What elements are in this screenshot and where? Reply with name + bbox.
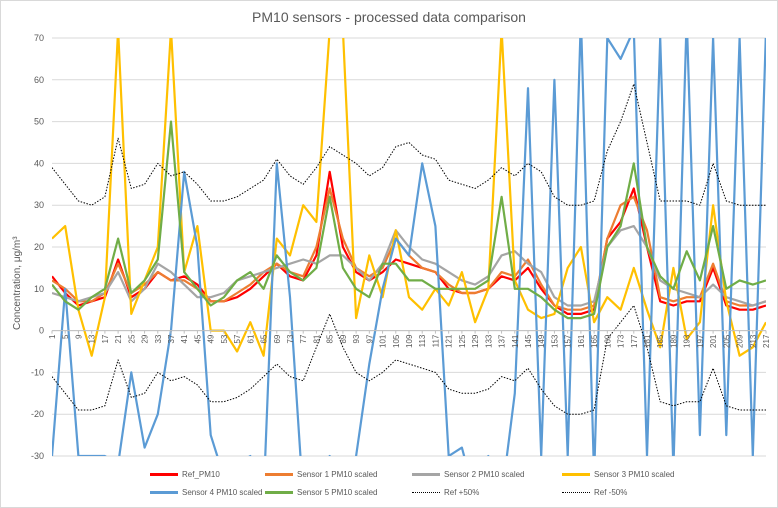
x-tick-label: 45 (193, 334, 202, 343)
x-tick-label: 97 (365, 334, 374, 343)
legend-swatch (150, 491, 178, 494)
y-tick-label: 50 (34, 117, 44, 127)
x-tick-label: 81 (312, 334, 321, 343)
y-tick-label: -30 (31, 451, 44, 461)
legend-swatch (562, 473, 590, 476)
y-tick-label: -10 (31, 367, 44, 377)
legend-label: Ref +50% (444, 488, 480, 497)
y-tick-label: -20 (31, 409, 44, 419)
legend-swatch (412, 473, 440, 476)
x-tick-label: 65 (260, 334, 269, 343)
x-tick-label: 1 (48, 334, 57, 339)
y-tick-label: 30 (34, 200, 44, 210)
x-tick-label: 145 (524, 334, 533, 348)
legend-item: Sensor 2 PM10 scaled (412, 470, 525, 479)
x-tick-label: 93 (352, 334, 361, 343)
x-tick-label: 9 (74, 334, 83, 339)
x-tick-label: 61 (246, 334, 255, 343)
legend-label: Ref -50% (594, 488, 628, 497)
x-tick-label: 173 (617, 334, 626, 348)
legend-swatch (412, 492, 440, 493)
series-line-7 (52, 83, 766, 206)
series-group (52, 38, 766, 456)
y-tick-label: 60 (34, 75, 44, 85)
series-line-6 (52, 120, 766, 320)
x-tick-label: 121 (445, 334, 454, 348)
x-tick-label: 165 (590, 334, 599, 348)
x-tick-label: 33 (154, 334, 163, 343)
y-tick-label: 10 (34, 284, 44, 294)
x-tick-label: 89 (339, 334, 348, 343)
y-tick-label: 0 (39, 326, 44, 336)
chart-title: PM10 sensors - processed data comparison (252, 9, 526, 25)
x-tick-label: 205 (722, 334, 731, 348)
x-tick-label: 149 (537, 334, 546, 348)
legend-item: Sensor 1 PM10 scaled (265, 470, 378, 479)
x-tick-label: 153 (550, 334, 559, 348)
x-tick-label: 69 (273, 334, 282, 343)
series-line-4 (52, 38, 766, 357)
x-tick-label: 101 (379, 334, 388, 348)
legend-swatch (265, 473, 293, 476)
legend-swatch (265, 491, 293, 494)
legend-label: Sensor 1 PM10 scaled (297, 470, 378, 479)
y-tick-label: 40 (34, 158, 44, 168)
legend: Ref_PM10 Sensor 1 PM10 scaled Sensor 2 PM1… (150, 466, 750, 502)
x-tick-label: 117 (431, 334, 440, 347)
x-tick-label: 53 (220, 334, 229, 343)
x-tick-label: 13 (88, 334, 97, 343)
x-tick-label: 213 (749, 334, 758, 348)
legend-label: Sensor 5 PM10 scaled (297, 488, 378, 497)
x-tick-label: 49 (207, 334, 216, 343)
x-tick-label: 181 (643, 334, 652, 348)
legend-item: Ref +50% (412, 488, 479, 497)
x-tick-label: 85 (326, 334, 335, 343)
x-tick-label: 77 (299, 334, 308, 343)
x-tick-label: 189 (669, 334, 678, 348)
x-tick-label: 17 (101, 334, 110, 343)
legend-label: Sensor 4 PM10 scaled (182, 488, 263, 497)
x-tick-label: 169 (603, 334, 612, 348)
x-tick-label: 185 (656, 334, 665, 348)
x-tick-label: 73 (286, 334, 295, 343)
x-tick-label: 37 (167, 334, 176, 343)
series-line-8 (52, 305, 766, 415)
x-tick-label: 193 (683, 334, 692, 348)
x-tick-label: 113 (418, 334, 427, 347)
x-tick-label: 201 (709, 334, 718, 348)
x-tick-label: 161 (577, 334, 586, 348)
x-tick-label: 109 (405, 334, 414, 348)
legend-item: Ref_PM10 (150, 470, 220, 479)
legend-item: Sensor 5 PM10 scaled (265, 488, 378, 497)
legend-label: Sensor 2 PM10 scaled (444, 470, 525, 479)
x-tick-label: 25 (127, 334, 136, 343)
y-tick-label: 20 (34, 242, 44, 252)
y-tick-label: 70 (34, 33, 44, 43)
x-tick-label: 57 (233, 334, 242, 343)
legend-label: Sensor 3 PM10 scaled (594, 470, 675, 479)
legend-item: Sensor 3 PM10 scaled (562, 470, 675, 479)
x-tick-label: 209 (736, 334, 745, 348)
x-tick-label: 125 (458, 334, 467, 348)
legend-swatch (150, 473, 178, 476)
legend-swatch (562, 492, 590, 493)
x-tick-label: 157 (564, 334, 573, 348)
x-tick-label: 105 (392, 334, 401, 348)
x-tick-label: 197 (696, 334, 705, 348)
x-tick-label: 141 (511, 334, 520, 348)
x-tick-label: 217 (762, 334, 771, 348)
x-tick-label: 129 (471, 334, 480, 348)
x-tick-label: 137 (498, 334, 507, 348)
legend-item: Ref -50% (562, 488, 627, 497)
x-tick-label: 41 (180, 334, 189, 343)
x-tick-label: 5 (61, 334, 70, 339)
x-tick-label: 21 (114, 334, 123, 343)
x-tick-label: 29 (141, 334, 150, 343)
x-tick-label: 133 (484, 334, 493, 348)
legend-item: Sensor 4 PM10 scaled (150, 488, 263, 497)
x-tick-label: 177 (630, 334, 639, 348)
legend-label: Ref_PM10 (182, 470, 220, 479)
